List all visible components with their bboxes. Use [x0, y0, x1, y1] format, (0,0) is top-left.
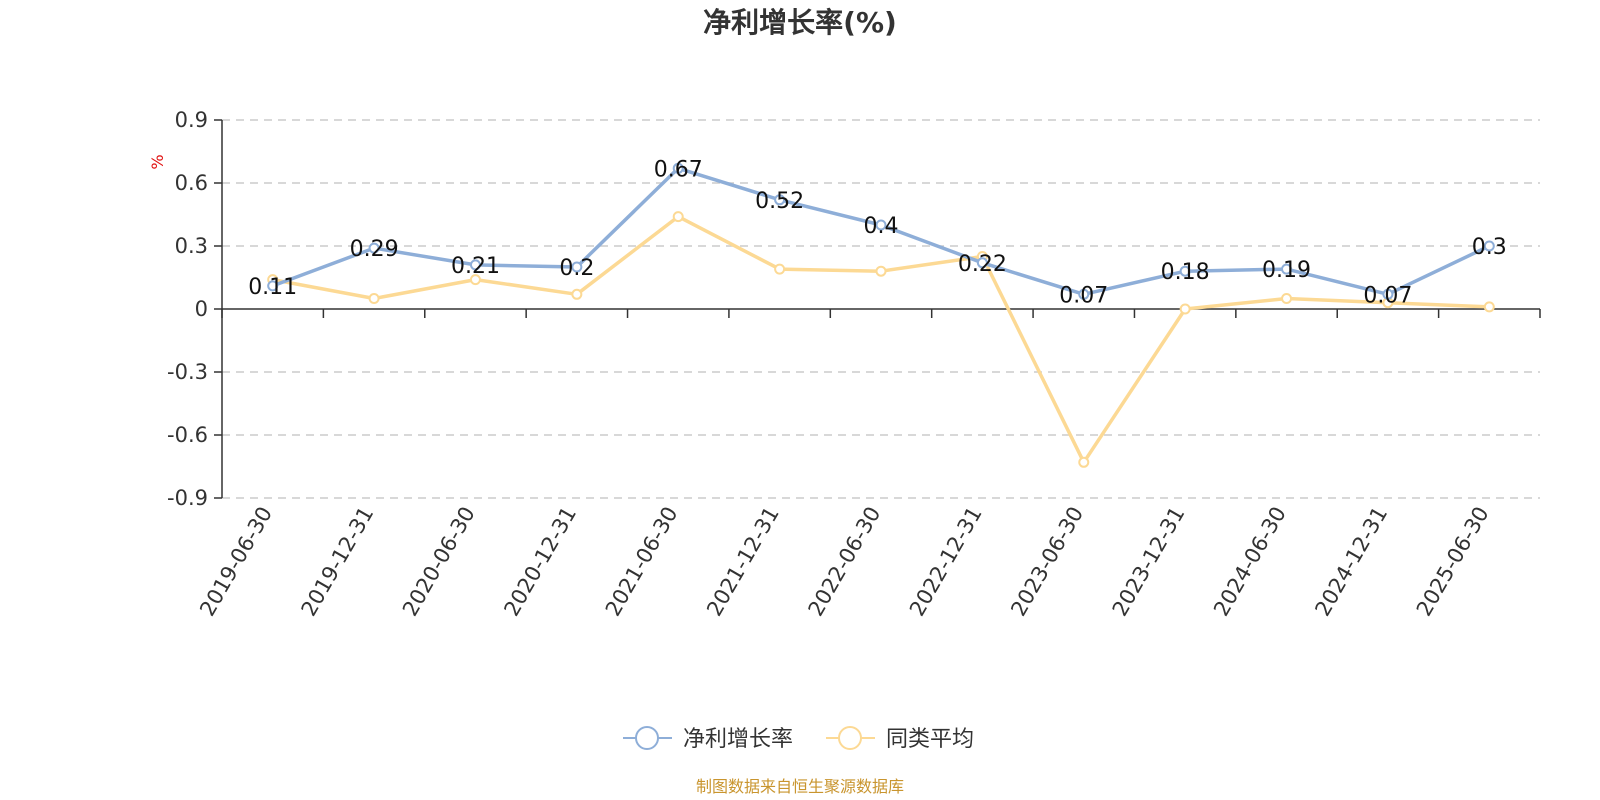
data-label: 0.18: [1161, 260, 1210, 285]
x-tick-label: 2020-06-30: [398, 503, 480, 621]
data-point-net-profit-growth[interactable]: [1382, 288, 1394, 300]
y-tick-label: -0.6: [167, 423, 208, 447]
data-label: 0.22: [958, 252, 1007, 277]
series-lines: [267, 162, 1495, 468]
legend-item-peer-average[interactable]: 同类平均: [826, 726, 974, 752]
data-point-peer-average[interactable]: [469, 274, 481, 286]
y-tick-label: 0.3: [175, 234, 208, 258]
legend-marker-peer-average: [838, 726, 862, 750]
chart-title: 净利增长率(%): [703, 6, 897, 39]
legend-label-net-profit-growth: 净利增长率: [683, 727, 793, 752]
data-point-net-profit-growth[interactable]: [1179, 265, 1191, 277]
x-tick-label: 2019-06-30: [195, 503, 277, 621]
data-point-peer-average[interactable]: [368, 293, 380, 304]
data-point-net-profit-growth[interactable]: [1281, 263, 1293, 275]
data-point-net-profit-growth[interactable]: [368, 242, 380, 254]
data-label: 0.21: [451, 254, 500, 279]
data-point-net-profit-growth[interactable]: [976, 257, 988, 269]
data-labels: 0.11 0.29 0.21 0.2 0.67 0.52 0.4 0.22 0.07 0.18 0.…: [248, 157, 1507, 308]
data-label: 0.67: [654, 157, 703, 182]
legend-marker-net-profit-growth: [635, 726, 659, 750]
data-point-net-profit-growth[interactable]: [1078, 288, 1090, 300]
x-tick-label: 2020-12-31: [499, 503, 581, 621]
legend: 净利增长率 同类平均: [623, 726, 974, 752]
data-label: 0.07: [1363, 283, 1412, 308]
x-tick-label: 2022-06-30: [804, 503, 886, 621]
data-point-net-profit-growth[interactable]: [672, 162, 684, 174]
y-tick-label: 0: [195, 297, 208, 321]
data-label: 0.52: [755, 189, 804, 214]
data-label: 0.07: [1059, 283, 1108, 308]
x-tick-label: 2024-12-31: [1310, 503, 1392, 621]
x-tick-label: 2021-12-31: [702, 503, 784, 621]
data-point-net-profit-growth[interactable]: [571, 261, 583, 273]
data-label: 0.11: [248, 275, 297, 300]
data-label: 0.4: [864, 214, 899, 239]
data-point-peer-average[interactable]: [1483, 301, 1495, 313]
legend-label-peer-average: 同类平均: [886, 727, 974, 752]
data-point-peer-average[interactable]: [1078, 456, 1090, 468]
y-tick-label: 0.6: [175, 171, 208, 195]
y-tick-label: -0.9: [167, 486, 208, 510]
data-point-peer-average[interactable]: [571, 288, 583, 300]
grid-lines: [222, 119, 1540, 499]
data-point-net-profit-growth[interactable]: [875, 219, 887, 231]
x-tick-label: 2021-06-30: [601, 503, 683, 621]
data-label: 0.29: [350, 237, 399, 262]
data-source-note: 制图数据来自恒生聚源数据库: [696, 777, 904, 796]
data-label: 0.2: [559, 256, 594, 281]
data-point-net-profit-growth[interactable]: [1483, 240, 1495, 252]
data-point-net-profit-growth[interactable]: [267, 280, 279, 292]
legend-item-net-profit-growth[interactable]: 净利增长率: [623, 726, 793, 752]
x-tick-label: 2024-06-30: [1209, 503, 1291, 621]
x-tick-label: 2019-12-31: [297, 503, 379, 621]
y-tick-label: 0.9: [175, 108, 208, 132]
data-point-peer-average[interactable]: [672, 211, 684, 223]
x-tick-label: 2022-12-31: [905, 503, 987, 621]
data-point-peer-average[interactable]: [875, 265, 887, 277]
x-tick-label: 2023-12-31: [1108, 503, 1190, 621]
x-tick-label: 2023-06-30: [1006, 503, 1088, 621]
data-point-net-profit-growth[interactable]: [774, 194, 786, 206]
data-point-peer-average[interactable]: [1281, 293, 1293, 304]
data-point-peer-average[interactable]: [774, 263, 786, 275]
data-point-peer-average[interactable]: [1179, 303, 1191, 315]
data-label: 0.19: [1262, 258, 1311, 283]
data-label: 0.3: [1472, 235, 1507, 260]
y-tick-label: -0.3: [167, 360, 208, 384]
x-tick-label: 2025-06-30: [1412, 503, 1494, 621]
data-point-net-profit-growth[interactable]: [469, 259, 481, 271]
y-axis-unit-label: %: [148, 154, 167, 169]
